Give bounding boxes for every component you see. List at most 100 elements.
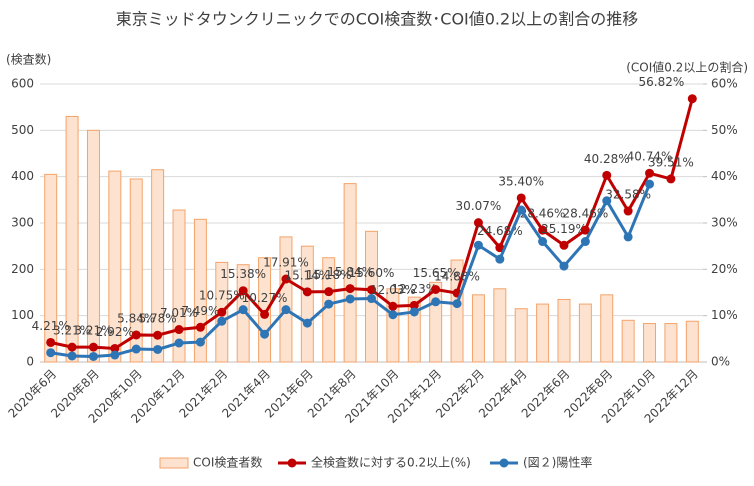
point bbox=[666, 174, 676, 184]
legend-label: 全検査数に対する0.2以上(%) bbox=[311, 455, 471, 470]
bar bbox=[578, 303, 592, 363]
data-label: 17.91% bbox=[263, 256, 309, 270]
y-tick-label: 400 bbox=[11, 169, 34, 183]
y-axis-label: (検査数) bbox=[6, 52, 51, 67]
y-tick-label: 100 bbox=[11, 308, 34, 322]
bar bbox=[279, 236, 293, 363]
data-label: 5.84% bbox=[117, 311, 155, 325]
data-label: 5.78% bbox=[139, 312, 177, 326]
point bbox=[174, 325, 184, 335]
point bbox=[431, 284, 441, 294]
bar bbox=[600, 294, 614, 363]
point bbox=[431, 297, 441, 307]
point bbox=[67, 351, 77, 361]
y2-tick-label: 20% bbox=[711, 262, 738, 276]
point bbox=[217, 316, 227, 326]
point bbox=[409, 300, 419, 310]
point bbox=[452, 299, 462, 309]
point bbox=[110, 343, 120, 353]
legend-label: (図２)陽性率 bbox=[523, 455, 592, 470]
data-label: 24.68% bbox=[477, 224, 523, 238]
y2-tick-label: 50% bbox=[711, 123, 738, 137]
point bbox=[409, 307, 419, 317]
point bbox=[645, 179, 655, 189]
point bbox=[623, 232, 633, 242]
y-tick-label: 300 bbox=[11, 216, 34, 230]
bar bbox=[44, 173, 58, 363]
point bbox=[516, 205, 526, 215]
point bbox=[238, 286, 248, 296]
bar bbox=[621, 319, 635, 363]
point bbox=[217, 307, 227, 317]
point bbox=[195, 337, 205, 347]
data-label: 10.75% bbox=[199, 289, 245, 303]
data-label: 15.14% bbox=[284, 268, 330, 282]
bar bbox=[151, 169, 165, 363]
data-label: 32.58% bbox=[605, 188, 651, 202]
point bbox=[580, 225, 590, 235]
bar bbox=[343, 183, 357, 363]
point bbox=[602, 196, 612, 206]
data-label: 12.03% bbox=[370, 283, 416, 297]
point bbox=[495, 254, 505, 264]
data-label: 2.92% bbox=[96, 325, 134, 339]
point bbox=[559, 261, 569, 271]
point bbox=[602, 170, 612, 180]
data-label: 3.21% bbox=[74, 324, 112, 338]
bar bbox=[685, 320, 699, 363]
bar bbox=[536, 303, 550, 363]
point bbox=[153, 330, 163, 340]
point bbox=[623, 206, 633, 216]
data-label: 12.23% bbox=[391, 282, 437, 296]
bar bbox=[557, 298, 571, 363]
data-label: 40.74% bbox=[627, 150, 673, 164]
point bbox=[153, 344, 163, 354]
data-label: 56.82% bbox=[639, 75, 685, 89]
data-label: 39.51% bbox=[648, 155, 694, 169]
y-tick-label: 0 bbox=[26, 355, 34, 369]
legend-swatch bbox=[159, 457, 189, 469]
point bbox=[473, 218, 483, 228]
bar bbox=[386, 288, 400, 363]
point bbox=[46, 348, 56, 358]
point bbox=[46, 337, 56, 347]
y2-axis-label: (COI値0.2以上の割合) bbox=[626, 60, 748, 75]
point bbox=[302, 318, 312, 328]
point bbox=[131, 344, 141, 354]
y-tick-label: 200 bbox=[11, 262, 34, 276]
point bbox=[645, 168, 655, 178]
point bbox=[388, 301, 398, 311]
y2-tick-label: 60% bbox=[711, 77, 738, 91]
data-label: 15.60% bbox=[349, 266, 395, 280]
point bbox=[281, 305, 291, 315]
point bbox=[110, 350, 120, 360]
data-label: 10.27% bbox=[242, 291, 288, 305]
bar bbox=[407, 296, 421, 363]
point bbox=[495, 243, 505, 253]
data-label: 28.46% bbox=[520, 207, 566, 221]
bar bbox=[86, 129, 100, 363]
y-tick-label: 500 bbox=[11, 123, 34, 137]
data-label: 40.28% bbox=[584, 152, 630, 166]
point bbox=[88, 342, 98, 352]
point bbox=[174, 338, 184, 348]
data-label: 30.07% bbox=[456, 199, 502, 213]
bar bbox=[300, 245, 314, 363]
y2-tick-label: 0% bbox=[711, 355, 730, 369]
bar bbox=[429, 281, 443, 363]
legend-label: COI検査者数 bbox=[193, 455, 262, 470]
data-label: 35.40% bbox=[498, 174, 544, 188]
bar bbox=[172, 209, 186, 363]
point bbox=[324, 287, 334, 297]
y-tick-label: 600 bbox=[11, 77, 34, 91]
y2-tick-label: 30% bbox=[711, 216, 738, 230]
point bbox=[345, 294, 355, 304]
point bbox=[281, 274, 291, 284]
point bbox=[367, 285, 376, 295]
bar bbox=[643, 323, 657, 363]
bar bbox=[65, 115, 79, 363]
y2-tick-label: 10% bbox=[711, 308, 738, 322]
data-label: 15.65% bbox=[413, 266, 459, 280]
bar bbox=[514, 308, 528, 363]
